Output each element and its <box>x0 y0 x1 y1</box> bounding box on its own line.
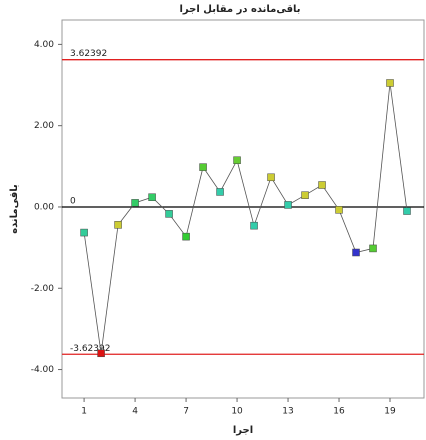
reference-label: 3.62392 <box>70 49 107 59</box>
data-point <box>318 181 326 189</box>
y-tick-label: -2.00 <box>31 284 55 294</box>
chart-title: باقی‌مانده در مقابل اجرا <box>180 4 301 15</box>
data-point <box>80 228 88 237</box>
plot-area <box>61 19 425 399</box>
data-point <box>335 206 343 214</box>
x-axis-label: اجرا <box>233 425 253 436</box>
data-point <box>403 207 411 215</box>
data-point <box>165 210 173 218</box>
reference-label: 0 <box>70 196 76 206</box>
x-tick-label: 7 <box>183 407 189 417</box>
x-tick-label: 19 <box>384 407 396 417</box>
data-point <box>199 163 207 171</box>
y-tick-label: 4.00 <box>34 40 54 50</box>
y-tick-label: 2.00 <box>34 121 54 131</box>
data-point <box>148 193 156 201</box>
data-point <box>250 221 258 230</box>
x-tick-label: 10 <box>231 407 243 417</box>
data-point <box>267 173 275 182</box>
data-point <box>284 201 292 209</box>
x-tick-label: 13 <box>282 407 293 417</box>
data-point <box>131 199 139 207</box>
x-tick-label: 4 <box>132 407 138 417</box>
x-tick-label: 16 <box>333 407 345 417</box>
y-tick-label: -4.00 <box>31 365 55 375</box>
data-point <box>301 191 309 199</box>
y-tick-label: 0.00 <box>34 202 54 212</box>
data-point <box>369 244 377 253</box>
x-tick-label: 1 <box>81 407 87 417</box>
y-axis-label: باقی‌مانده <box>9 184 20 234</box>
data-point <box>182 232 190 241</box>
data-point <box>216 188 224 196</box>
data-point <box>352 248 360 257</box>
data-point <box>97 349 105 358</box>
data-point <box>114 221 122 229</box>
data-point <box>233 156 241 164</box>
reference-label: -3.62392 <box>70 344 110 354</box>
data-point <box>386 79 394 87</box>
